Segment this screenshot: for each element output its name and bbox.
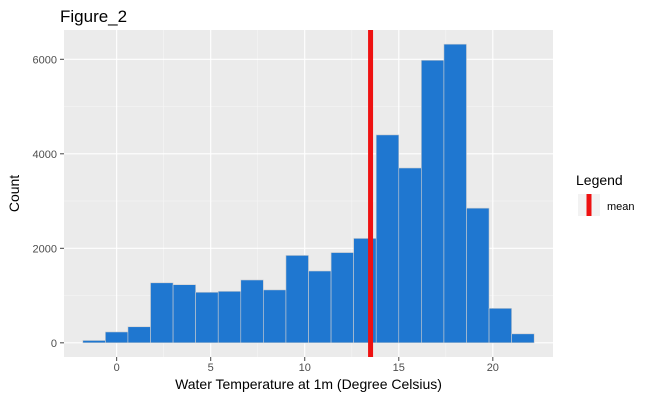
histogram-bar <box>172 284 196 344</box>
histogram-bar <box>217 291 242 344</box>
x-tick-label: 20 <box>487 362 499 374</box>
x-tick-label: 10 <box>299 362 311 374</box>
histogram-bar <box>466 207 490 344</box>
histogram-bar <box>82 340 106 344</box>
y-tick-label: 4000 <box>33 149 57 161</box>
histogram-bar <box>398 167 422 344</box>
y-tick-label: 2000 <box>33 243 57 255</box>
histogram-bar <box>105 331 129 344</box>
histogram-bar <box>195 291 219 344</box>
histogram-bar <box>443 43 467 344</box>
x-tick-label: 15 <box>393 362 405 374</box>
histogram-bar <box>150 282 174 344</box>
x-axis-label: Water Temperature at 1m (Degree Celsius) <box>175 376 442 392</box>
histogram-bar <box>421 59 445 344</box>
histogram-bar <box>488 308 512 344</box>
y-axis-label: Count <box>6 175 22 212</box>
histogram-bar <box>240 279 264 344</box>
x-tick-label: 0 <box>114 362 120 374</box>
chart-title: Figure_2 <box>60 7 127 26</box>
histogram-bar <box>375 134 400 344</box>
legend-label-mean: mean <box>607 201 635 213</box>
x-tick-label: 5 <box>208 362 214 374</box>
y-tick-label: 0 <box>51 338 57 350</box>
histogram-bar <box>263 289 287 344</box>
histogram-bar <box>308 270 332 344</box>
legend-title: Legend <box>576 172 623 188</box>
histogram-bar <box>127 326 151 344</box>
histogram-bar <box>285 255 309 344</box>
histogram-bar <box>330 252 354 344</box>
histogram-bar <box>511 333 535 344</box>
y-tick-label: 6000 <box>33 54 57 66</box>
